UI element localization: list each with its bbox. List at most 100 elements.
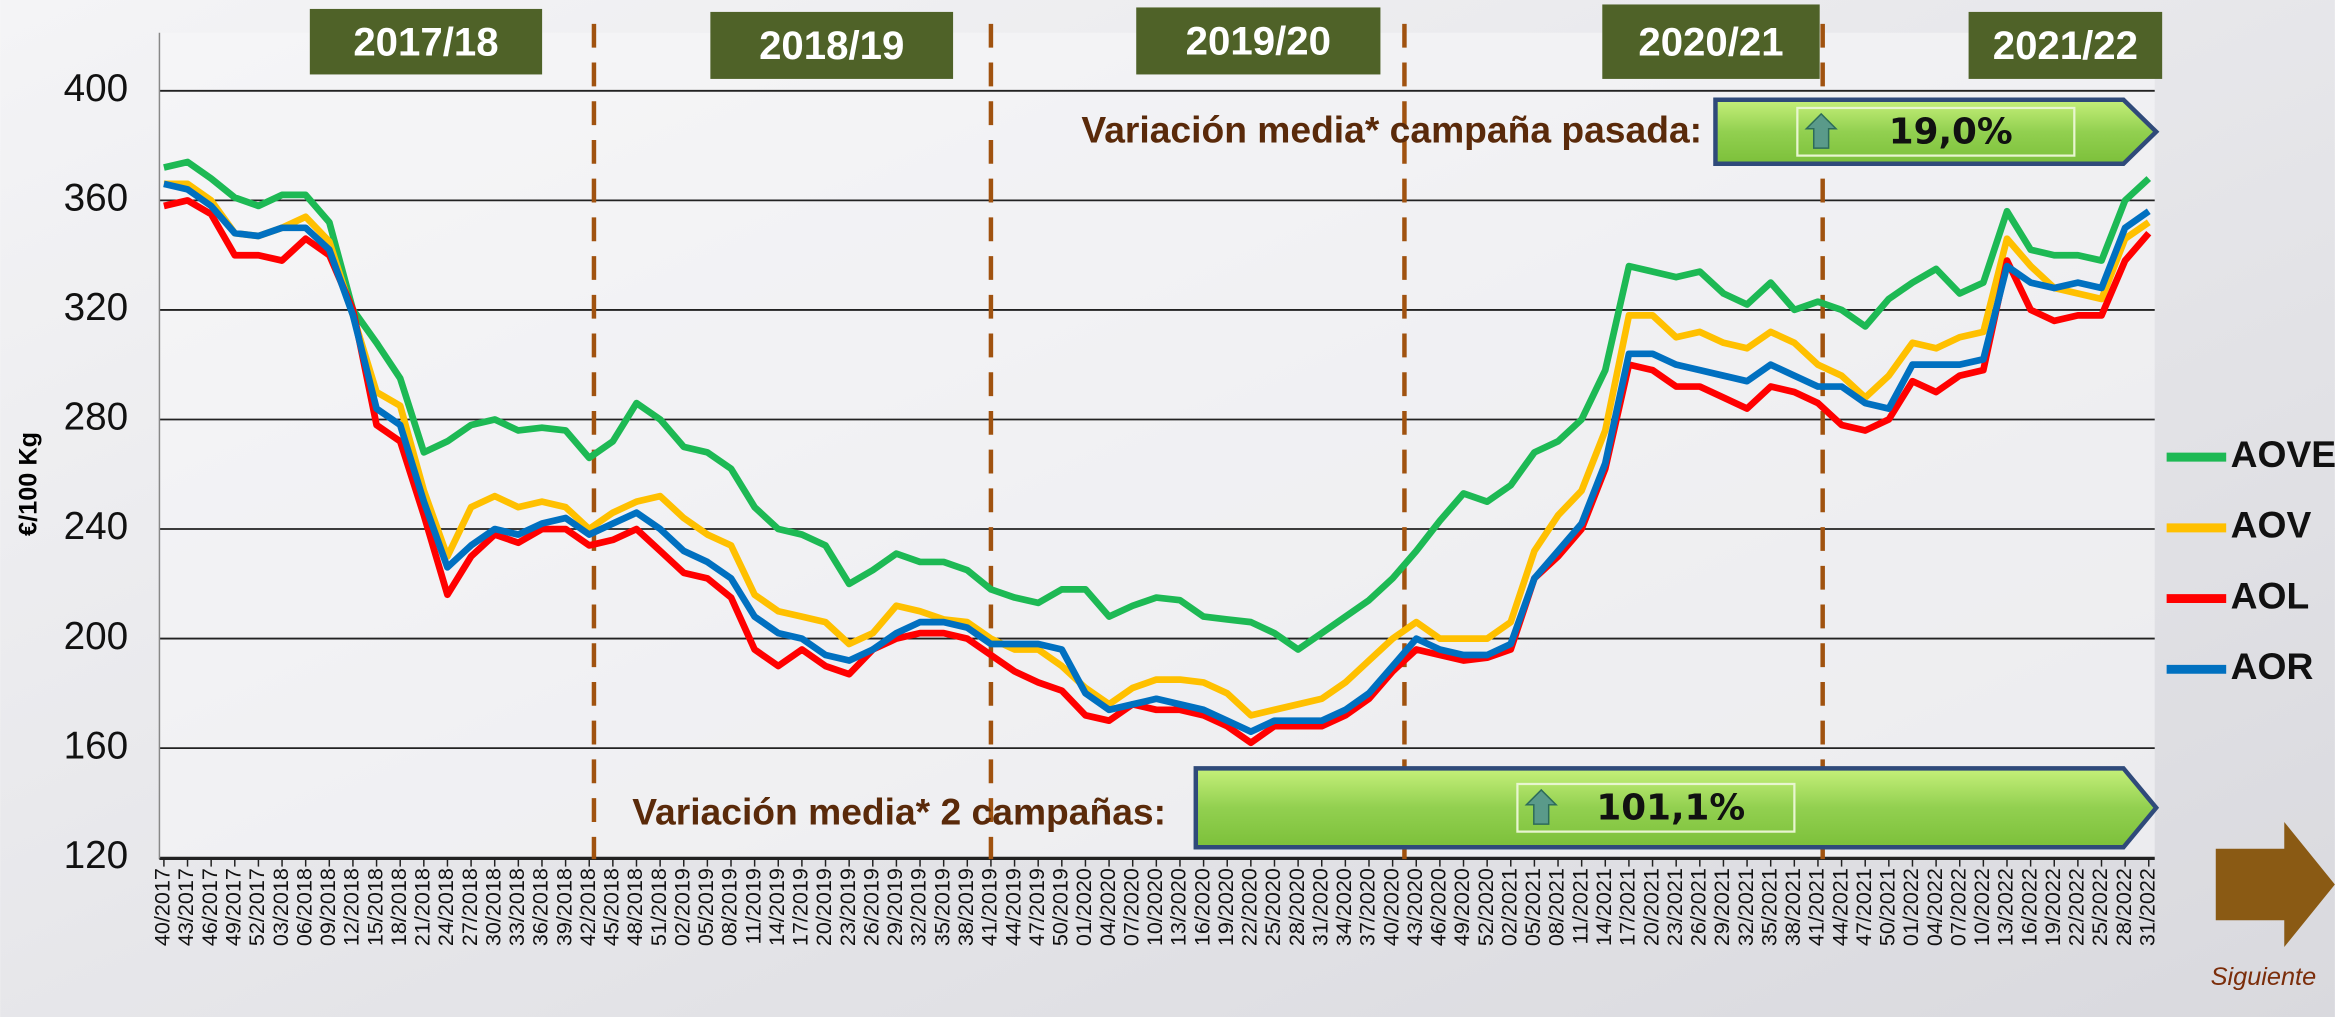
x-tick-label: 34/2020 bbox=[1331, 868, 1356, 946]
x-tick-label: 32/2019 bbox=[906, 868, 931, 946]
x-tick-label: 01/2020 bbox=[1071, 868, 1096, 946]
x-tick-label: 12/2018 bbox=[339, 868, 364, 946]
x-tick-label: 10/2020 bbox=[1142, 868, 1167, 946]
y-tick-label: 360 bbox=[64, 177, 129, 220]
next-label[interactable]: Siguiente bbox=[2211, 963, 2317, 991]
x-tick-label: 26/2019 bbox=[858, 868, 883, 946]
annotation-value: 101,1% bbox=[1596, 787, 1745, 828]
campaign-label: 2020/21 bbox=[1638, 19, 1783, 64]
annotation-text: Variación media* 2 campañas: bbox=[632, 790, 1166, 832]
y-tick-label: 240 bbox=[64, 505, 129, 548]
x-tick-label: 27/2018 bbox=[457, 868, 482, 946]
annotation-text: Variación media* campaña pasada: bbox=[1081, 108, 1702, 150]
x-tick-label: 35/2019 bbox=[929, 868, 954, 946]
x-tick-label: 40/2020 bbox=[1378, 868, 1403, 946]
y-tick-label: 160 bbox=[64, 724, 129, 767]
x-tick-label: 29/2019 bbox=[882, 868, 907, 946]
x-tick-label: 47/2021 bbox=[1851, 868, 1876, 946]
y-axis-label: €/100 Kg bbox=[15, 432, 43, 536]
x-tick-label: 16/2022 bbox=[2016, 868, 2041, 946]
campaign-box bbox=[309, 8, 543, 75]
x-tick-label: 21/2018 bbox=[410, 868, 435, 946]
x-tick-label: 39/2018 bbox=[551, 868, 576, 946]
x-tick-label: 20/2019 bbox=[811, 868, 836, 946]
campaign-label: 2017/18 bbox=[353, 19, 498, 64]
x-tick-label: 11/2019 bbox=[740, 868, 765, 944]
x-tick-label: 08/2019 bbox=[717, 868, 742, 946]
x-tick-label: 18/2018 bbox=[386, 868, 411, 946]
x-tick-label: 04/2022 bbox=[1922, 868, 1947, 946]
legend-label: AOV bbox=[2231, 504, 2312, 546]
x-tick-label: 35/2021 bbox=[1756, 868, 1781, 946]
x-tick-label: 28/2020 bbox=[1284, 868, 1309, 946]
x-tick-label: 36/2018 bbox=[528, 868, 553, 946]
x-tick-label: 24/2018 bbox=[433, 868, 458, 946]
x-tick-label: 32/2021 bbox=[1733, 868, 1758, 946]
x-tick-label: 13/2020 bbox=[1166, 868, 1191, 946]
x-tick-label: 29/2021 bbox=[1709, 868, 1734, 946]
x-tick-label: 07/2020 bbox=[1118, 868, 1143, 946]
x-tick-label: 02/2021 bbox=[1496, 868, 1521, 946]
x-tick-label: 43/2020 bbox=[1402, 868, 1427, 946]
x-tick-label: 47/2019 bbox=[1024, 868, 1049, 946]
x-tick-label: 09/2018 bbox=[315, 868, 340, 946]
x-tick-label: 14/2021 bbox=[1591, 868, 1616, 946]
x-tick-label: 50/2019 bbox=[1048, 868, 1073, 946]
x-tick-label: 31/2022 bbox=[2134, 868, 2159, 946]
y-tick-label: 320 bbox=[64, 286, 129, 329]
x-tick-label: 25/2020 bbox=[1260, 868, 1285, 946]
up-arrow-icon bbox=[1524, 788, 1558, 825]
x-tick-label: 31/2020 bbox=[1307, 868, 1332, 946]
x-tick-label: 51/2018 bbox=[646, 868, 671, 946]
x-tick-label: 23/2021 bbox=[1662, 868, 1687, 946]
annotation-box bbox=[1516, 782, 1796, 833]
annotation-value: 19,0% bbox=[1889, 111, 2013, 152]
campaign-label: 2018/19 bbox=[759, 23, 904, 68]
x-tick-label: 14/2019 bbox=[764, 868, 789, 946]
y-tick-label: 280 bbox=[64, 396, 129, 439]
x-tick-label: 08/2021 bbox=[1544, 868, 1569, 946]
x-tick-label: 50/2021 bbox=[1875, 868, 1900, 946]
x-tick-label: 48/2018 bbox=[622, 868, 647, 946]
x-tick-label: 52/2017 bbox=[244, 868, 269, 946]
annotation-box bbox=[1796, 106, 2076, 157]
x-tick-label: 19/2022 bbox=[2040, 868, 2065, 946]
legend-label: AOL bbox=[2231, 574, 2310, 616]
campaign-label: 2019/20 bbox=[1186, 19, 1331, 64]
x-tick-label: 25/2022 bbox=[2087, 868, 2112, 946]
x-tick-label: 44/2021 bbox=[1827, 868, 1852, 946]
campaign-box bbox=[1136, 7, 1381, 75]
x-tick-label: 19/2020 bbox=[1213, 868, 1238, 946]
x-tick-label: 04/2020 bbox=[1095, 868, 1120, 946]
x-tick-label: 38/2021 bbox=[1780, 868, 1805, 946]
annotation-banner bbox=[1193, 766, 2160, 850]
x-tick-label: 44/2019 bbox=[1000, 868, 1025, 946]
x-tick-label: 40/2017 bbox=[150, 868, 175, 946]
x-tick-label: 10/2022 bbox=[1969, 868, 1994, 946]
x-tick-label: 03/2018 bbox=[268, 868, 293, 946]
x-tick-label: 05/2019 bbox=[693, 868, 718, 946]
x-tick-label: 49/2017 bbox=[220, 868, 245, 946]
series-line bbox=[163, 180, 2151, 719]
series-line bbox=[163, 197, 2152, 747]
x-tick-label: 23/2019 bbox=[835, 868, 860, 946]
x-tick-label: 33/2018 bbox=[504, 868, 529, 946]
x-tick-label: 22/2022 bbox=[2064, 868, 2089, 946]
x-tick-label: 22/2020 bbox=[1237, 868, 1262, 946]
x-tick-label: 43/2017 bbox=[173, 868, 198, 946]
next-arrow[interactable] bbox=[2215, 821, 2335, 948]
x-tick-label: 17/2019 bbox=[788, 868, 813, 946]
x-tick-label: 26/2021 bbox=[1686, 868, 1711, 946]
legend-label: AOR bbox=[2231, 645, 2314, 687]
y-tick-label: 120 bbox=[64, 834, 129, 877]
x-tick-label: 49/2020 bbox=[1449, 868, 1474, 946]
x-tick-label: 01/2022 bbox=[1898, 868, 1923, 946]
x-tick-label: 46/2020 bbox=[1426, 868, 1451, 946]
legend-label: AOVE bbox=[2231, 433, 2335, 475]
x-tick-label: 16/2020 bbox=[1189, 868, 1214, 946]
x-tick-label: 06/2018 bbox=[291, 868, 316, 946]
x-tick-label: 46/2017 bbox=[197, 868, 222, 946]
x-tick-label: 41/2019 bbox=[977, 868, 1002, 946]
x-tick-label: 45/2018 bbox=[599, 868, 624, 946]
